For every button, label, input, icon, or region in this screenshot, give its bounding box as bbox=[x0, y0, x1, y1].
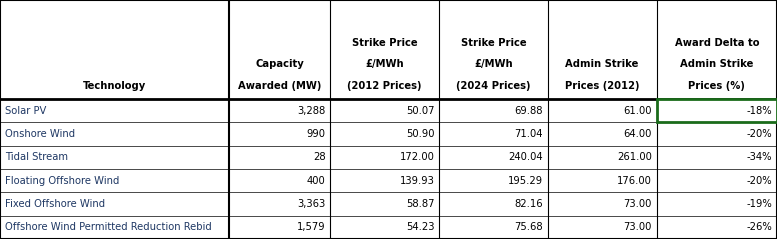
Text: -19%: -19% bbox=[747, 199, 772, 209]
Text: 139.93: 139.93 bbox=[399, 176, 434, 186]
Text: 64.00: 64.00 bbox=[623, 129, 652, 139]
Text: 82.16: 82.16 bbox=[514, 199, 543, 209]
Text: Fixed Offshore Wind: Fixed Offshore Wind bbox=[5, 199, 105, 209]
Text: 3,288: 3,288 bbox=[298, 106, 326, 116]
Text: 58.87: 58.87 bbox=[406, 199, 434, 209]
Text: 240.04: 240.04 bbox=[508, 152, 543, 163]
Text: Technology: Technology bbox=[83, 81, 146, 91]
Text: 1,579: 1,579 bbox=[297, 222, 326, 232]
Text: £/MWh: £/MWh bbox=[474, 59, 513, 69]
Text: Tidal Stream: Tidal Stream bbox=[5, 152, 68, 163]
Text: 400: 400 bbox=[307, 176, 326, 186]
Text: Awarded (MW): Awarded (MW) bbox=[238, 81, 322, 91]
Text: Admin Strike: Admin Strike bbox=[680, 59, 754, 69]
Text: Award Delta to: Award Delta to bbox=[674, 38, 759, 48]
Text: (2024 Prices): (2024 Prices) bbox=[456, 81, 531, 91]
Text: -20%: -20% bbox=[747, 129, 772, 139]
Text: 71.04: 71.04 bbox=[514, 129, 543, 139]
Text: 176.00: 176.00 bbox=[617, 176, 652, 186]
Text: -20%: -20% bbox=[747, 176, 772, 186]
Text: Solar PV: Solar PV bbox=[5, 106, 46, 116]
Text: Strike Price: Strike Price bbox=[352, 38, 417, 48]
Text: Prices (2012): Prices (2012) bbox=[565, 81, 639, 91]
Text: 73.00: 73.00 bbox=[623, 199, 652, 209]
Text: (2012 Prices): (2012 Prices) bbox=[347, 81, 422, 91]
Text: 75.68: 75.68 bbox=[514, 222, 543, 232]
Text: -34%: -34% bbox=[747, 152, 772, 163]
Text: 28: 28 bbox=[313, 152, 326, 163]
Text: 73.00: 73.00 bbox=[623, 222, 652, 232]
Text: -18%: -18% bbox=[747, 106, 772, 116]
Text: 172.00: 172.00 bbox=[399, 152, 434, 163]
Text: Prices (%): Prices (%) bbox=[688, 81, 745, 91]
Text: Floating Offshore Wind: Floating Offshore Wind bbox=[5, 176, 119, 186]
Text: 3,363: 3,363 bbox=[298, 199, 326, 209]
Text: 54.23: 54.23 bbox=[406, 222, 434, 232]
Text: Offshore Wind Permitted Reduction Rebid: Offshore Wind Permitted Reduction Rebid bbox=[5, 222, 211, 232]
Text: 50.90: 50.90 bbox=[406, 129, 434, 139]
Text: Admin Strike: Admin Strike bbox=[566, 59, 639, 69]
Text: Capacity: Capacity bbox=[256, 59, 304, 69]
Text: 61.00: 61.00 bbox=[623, 106, 652, 116]
Text: 195.29: 195.29 bbox=[508, 176, 543, 186]
Text: Strike Price: Strike Price bbox=[461, 38, 526, 48]
Text: 69.88: 69.88 bbox=[514, 106, 543, 116]
Text: 261.00: 261.00 bbox=[617, 152, 652, 163]
Text: -26%: -26% bbox=[747, 222, 772, 232]
Text: 990: 990 bbox=[307, 129, 326, 139]
Text: 50.07: 50.07 bbox=[406, 106, 434, 116]
Text: £/MWh: £/MWh bbox=[365, 59, 404, 69]
Bar bbox=[657, 99, 777, 122]
Text: Onshore Wind: Onshore Wind bbox=[5, 129, 75, 139]
